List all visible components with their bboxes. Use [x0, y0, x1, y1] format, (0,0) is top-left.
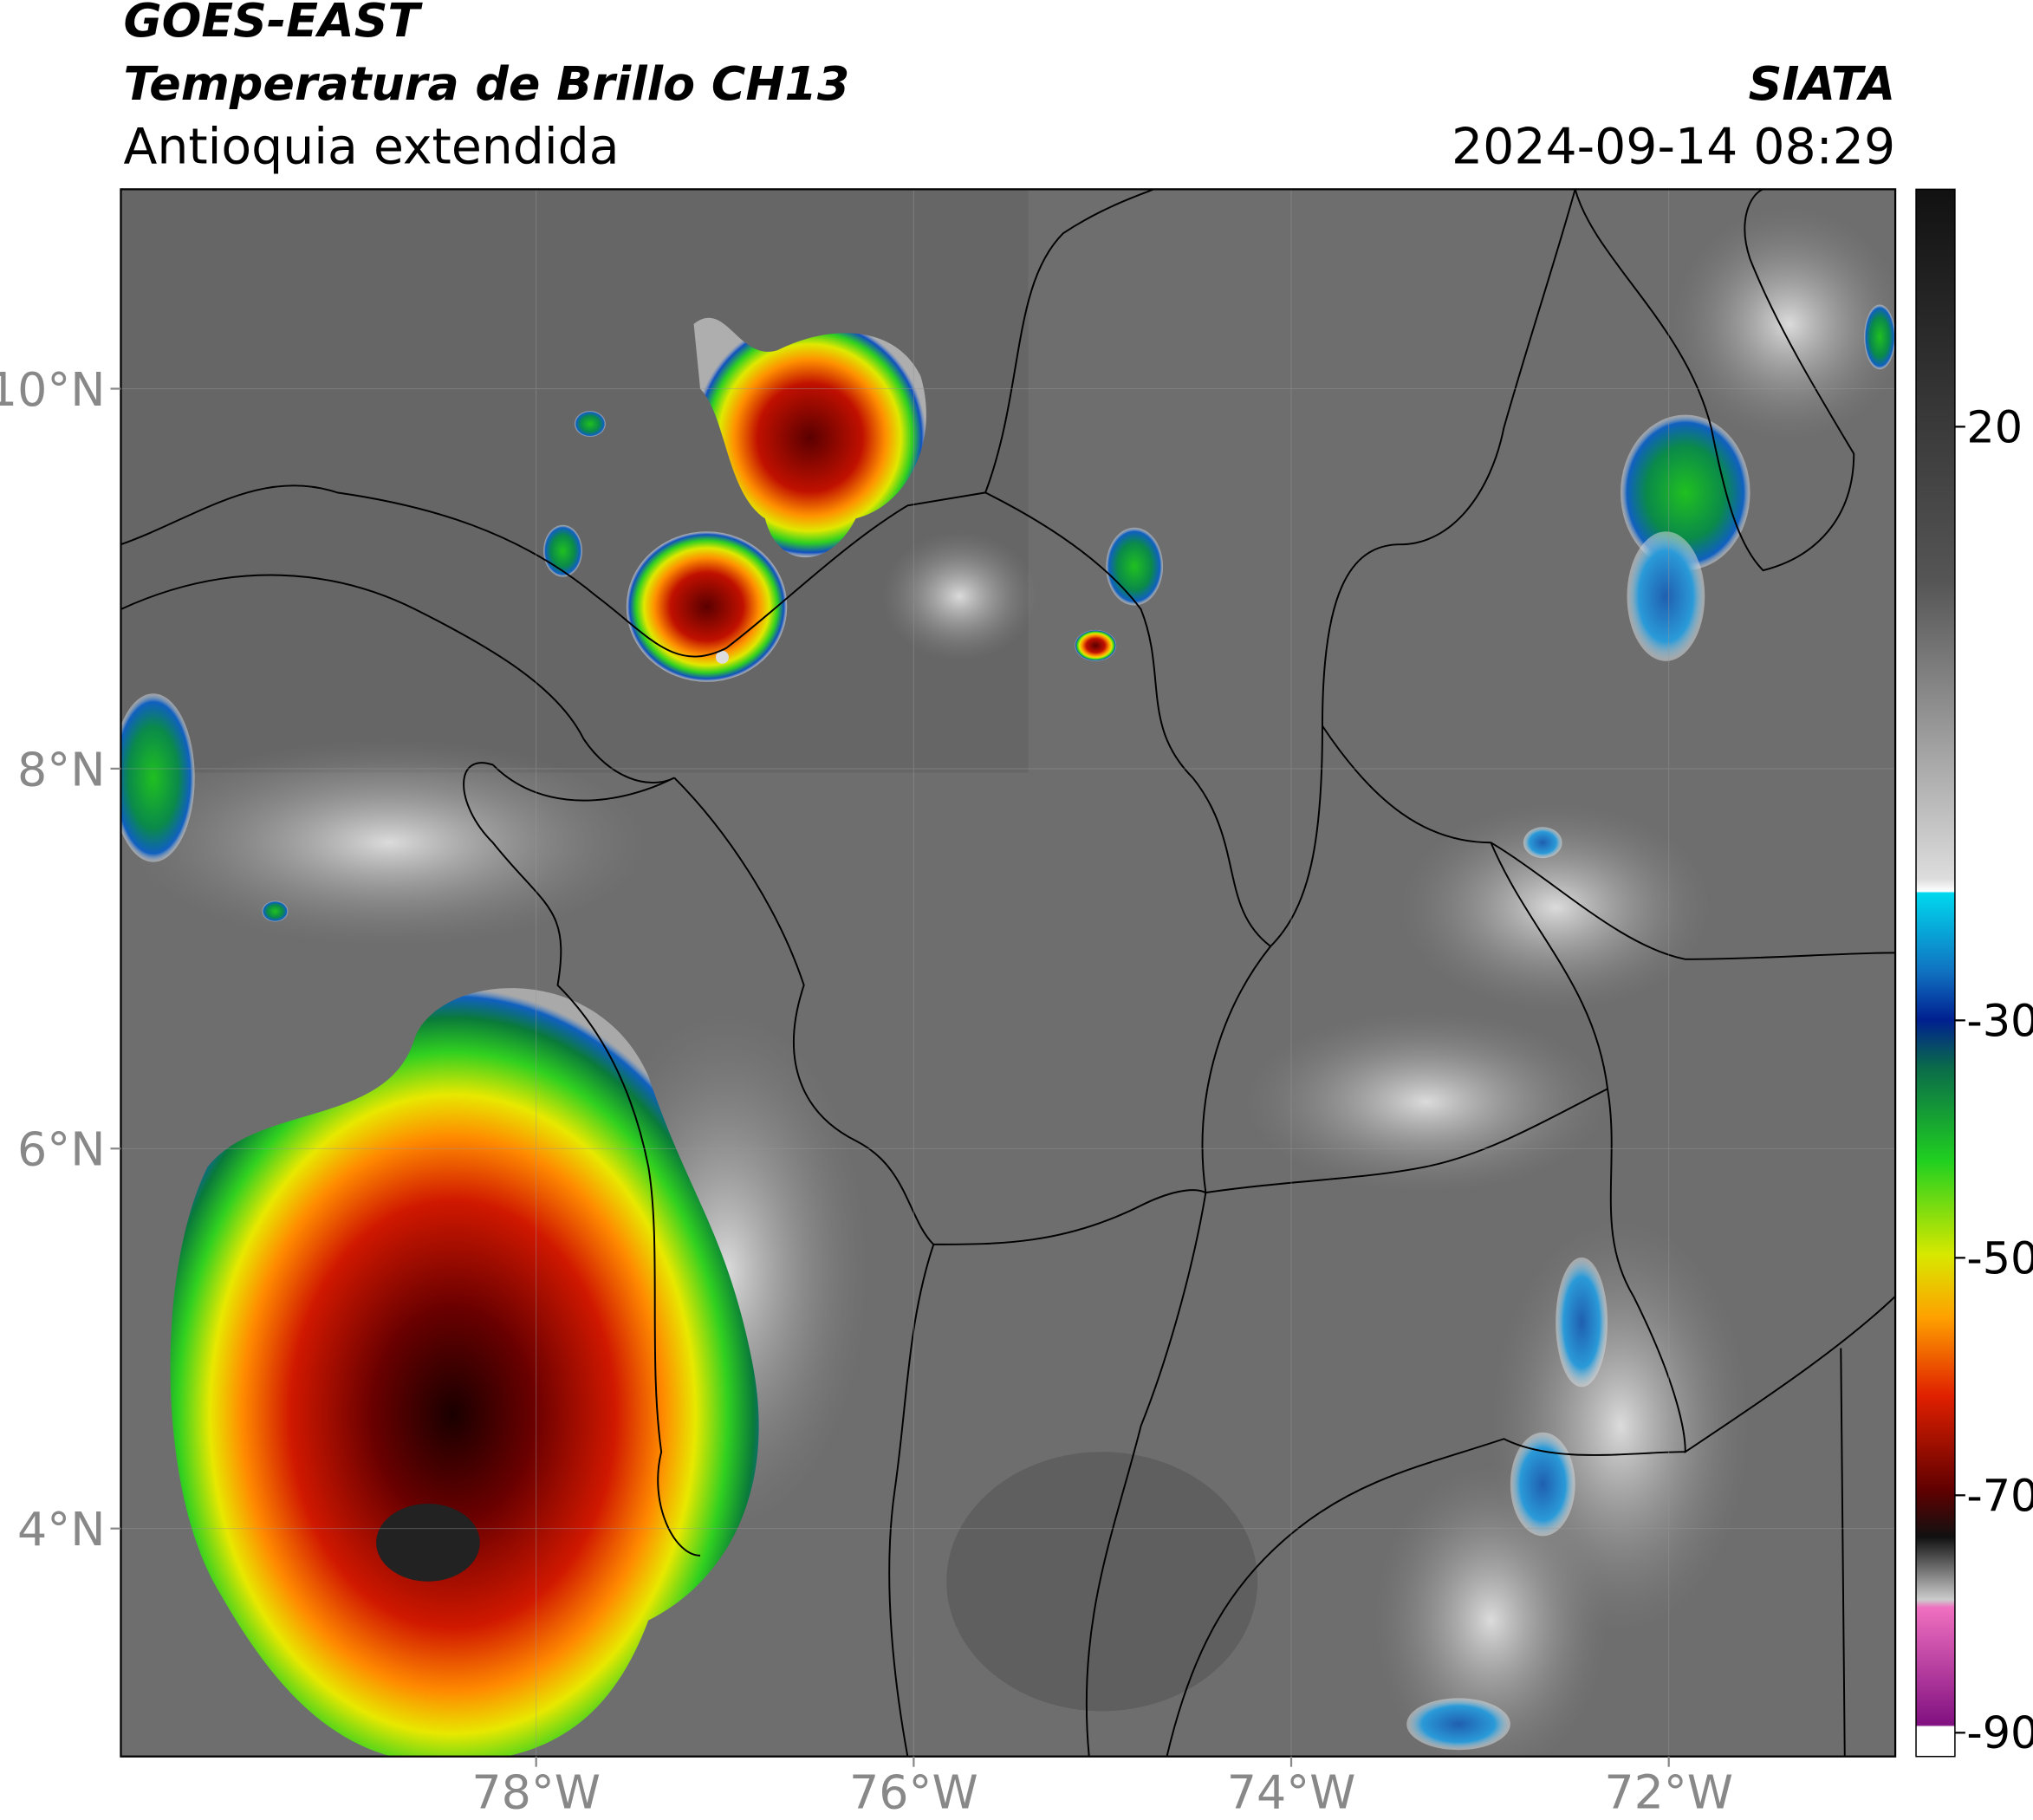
- colorbar-tick-label: -50: [1966, 1232, 2033, 1284]
- region-title: Antioquia extendida: [123, 118, 619, 175]
- colorbar-tick-label: -90: [1966, 1707, 2033, 1758]
- x-tick-label: 78°W: [471, 1765, 601, 1820]
- map-image: [120, 189, 1896, 1757]
- colorbar-tick-label: -30: [1966, 995, 2033, 1046]
- satellite-title: GOES-EAST: [123, 0, 423, 48]
- product-title: Temperatura de Brillo CH13: [123, 56, 849, 111]
- colorbar-tick-label: 20: [1966, 401, 2023, 452]
- y-tick-label: 8°N: [17, 742, 105, 796]
- y-tick-label: 4°N: [17, 1502, 105, 1557]
- x-tick-label: 72°W: [1604, 1765, 1733, 1820]
- y-tick-label: 10°N: [0, 362, 106, 417]
- x-tick-label: 76°W: [849, 1765, 978, 1820]
- map-frame: [120, 188, 1897, 1758]
- datetime: 2024-09-14 08:29: [1452, 118, 1895, 175]
- y-tick-label: 6°N: [17, 1122, 105, 1177]
- colorbar: [1915, 188, 1956, 1758]
- source-title: SIATA: [1749, 56, 1896, 111]
- x-tick-label: 74°W: [1227, 1765, 1356, 1820]
- colorbar-tick-label: -70: [1966, 1470, 2033, 1521]
